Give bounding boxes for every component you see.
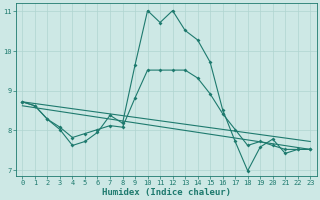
X-axis label: Humidex (Indice chaleur): Humidex (Indice chaleur): [102, 188, 231, 197]
